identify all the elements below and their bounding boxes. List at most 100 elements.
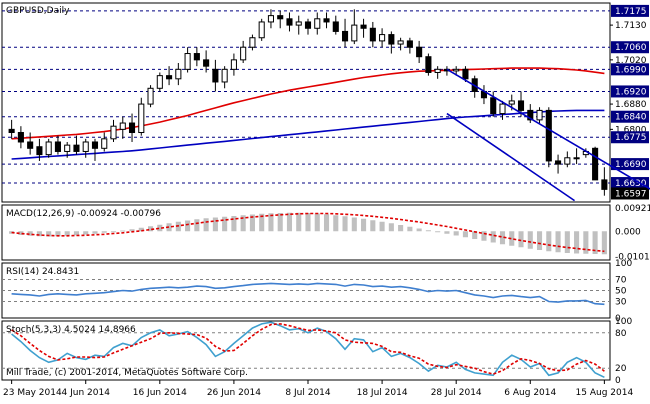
price-tick-label: 1.6840 xyxy=(615,113,647,123)
candle-body xyxy=(166,75,173,80)
macd-histogram-bar xyxy=(472,231,478,239)
candle-body xyxy=(388,34,395,45)
price-pane-frame xyxy=(1,2,611,203)
macd-histogram-bar xyxy=(527,231,533,249)
candle-body xyxy=(138,103,145,134)
rsi-tick-label: 30 xyxy=(615,298,627,308)
stoch-main-line xyxy=(11,321,605,379)
candle-body xyxy=(425,56,432,73)
candle-body xyxy=(119,122,126,130)
candle-body xyxy=(27,141,34,149)
stoch-pane-frame xyxy=(1,320,611,381)
x-tick-label: 8 Jul 2014 xyxy=(285,388,330,398)
stoch-tick-label: 0 xyxy=(615,376,621,386)
candle-body xyxy=(221,68,228,83)
macd-histogram-bar xyxy=(425,230,431,232)
macd-histogram-bar xyxy=(203,218,209,232)
macd-histogram-bar xyxy=(296,212,302,232)
macd-histogram-bar xyxy=(259,213,265,232)
macd-histogram-bar xyxy=(509,231,515,246)
candle-body xyxy=(527,109,534,121)
macd-histogram-bar xyxy=(83,231,89,235)
rsi-line xyxy=(11,282,605,306)
rsi-title: RSI(14) 24.8431 xyxy=(6,267,79,277)
macd-histogram-bar xyxy=(120,230,126,232)
macd-histogram-bar xyxy=(166,223,172,232)
candle-body xyxy=(17,132,24,143)
price-label-box xyxy=(611,4,649,17)
moving-average-line-1 xyxy=(11,67,605,140)
candle-body xyxy=(64,144,71,152)
stoch-pane: 100 80 20 0 Stoch(5,3,3) 4.5024 14.8966 Mill … xyxy=(1,317,632,386)
x-tick-label: 28 Jul 2014 xyxy=(431,388,482,398)
candle-body xyxy=(91,141,99,149)
candle-body xyxy=(379,34,386,42)
price-tick-label: 1.7175 xyxy=(615,7,647,17)
candle-body xyxy=(592,147,599,181)
macd-histogram-bar xyxy=(185,220,191,232)
macd-histogram-bar xyxy=(361,218,367,232)
candle-body xyxy=(175,68,182,80)
candle-body xyxy=(147,87,154,105)
macd-histogram-bar xyxy=(212,217,218,232)
candle-body xyxy=(258,21,265,39)
price-tick-label: 1.6920 xyxy=(615,87,647,97)
candle-body xyxy=(36,146,43,156)
macd-histogram-bar xyxy=(444,231,450,234)
macd-histogram-bar xyxy=(379,221,385,232)
macd-histogram-bar xyxy=(129,229,135,232)
candle-body xyxy=(332,21,339,32)
macd-histogram-bar xyxy=(64,231,70,236)
x-axis: 23 May 2014 4 Jun 2014 16 Jun 2014 26 Jun 2… xyxy=(3,380,633,398)
macd-histogram-bar xyxy=(27,231,33,236)
macd-signal-line xyxy=(11,212,605,253)
macd-tick-label: 0.00921 xyxy=(615,204,650,214)
rsi-tick-label: 50 xyxy=(615,287,627,297)
stoch-tick-label: 20 xyxy=(615,364,627,374)
macd-histogram-bar xyxy=(157,224,163,232)
candle-body xyxy=(128,122,136,134)
macd-histogram-bar xyxy=(222,216,228,232)
candle-body xyxy=(416,46,423,58)
rsi-tick-label: 100 xyxy=(615,259,632,269)
candle-body xyxy=(203,59,210,67)
macd-histogram-bar xyxy=(370,220,376,232)
macd-histogram-bar xyxy=(92,231,98,234)
macd-histogram-bar xyxy=(18,231,24,235)
macd-histogram-bar xyxy=(231,216,237,232)
price-tick-label: 1.6630 xyxy=(615,179,647,189)
macd-histogram-bar xyxy=(194,219,200,232)
macd-histogram-bar xyxy=(555,231,561,253)
price-label-box xyxy=(611,158,649,171)
stoch-title: Stoch(5,3,3) 4.5024 14.8966 xyxy=(6,325,136,335)
price-label-box xyxy=(611,85,649,98)
copyright-text: Mill Trade, (c) 2001-2014, MetaQuotes So… xyxy=(6,368,248,378)
candle-body xyxy=(304,21,312,29)
macd-histogram-bar xyxy=(277,213,283,232)
stoch-tick-label: 80 xyxy=(615,329,627,339)
candle-body xyxy=(73,144,80,152)
macd-histogram-bar xyxy=(592,231,598,254)
macd-histogram-bar xyxy=(583,231,589,254)
macd-histogram-bar xyxy=(323,214,330,232)
price-label-box xyxy=(611,177,649,190)
x-tick-label: 18 Jul 2014 xyxy=(357,388,408,398)
macd-tick-label: -0.01012 xyxy=(615,253,650,263)
macd-histogram-bar xyxy=(462,231,468,238)
macd-histogram-bar xyxy=(490,231,496,243)
candle-body xyxy=(397,40,404,45)
x-tick-label: 6 Aug 2014 xyxy=(504,388,556,398)
macd-histogram-bar xyxy=(564,231,570,253)
candle-body xyxy=(156,75,163,89)
candle-body xyxy=(314,18,321,29)
price-label-box xyxy=(611,41,649,54)
macd-tick-label: 0.000 xyxy=(615,227,641,237)
price-tick-label: 1.6800 xyxy=(615,125,647,135)
price-tick-label: 1.6597 xyxy=(615,189,647,199)
macd-histogram-bar xyxy=(407,226,413,232)
price-tick-label: 1.6990 xyxy=(615,65,647,75)
macd-histogram-bar xyxy=(138,227,144,232)
